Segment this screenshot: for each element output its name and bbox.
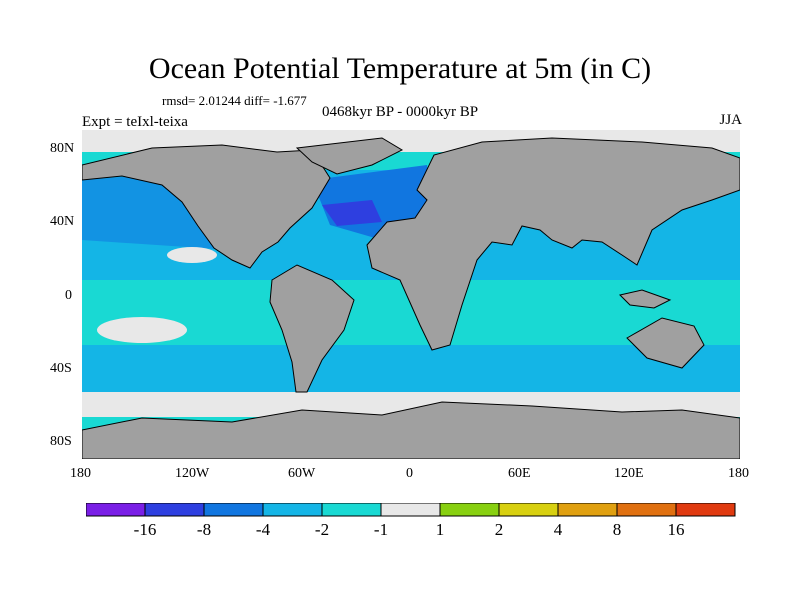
north-atlantic-strong-anomaly xyxy=(322,200,382,226)
colorbar-label: 8 xyxy=(612,520,622,539)
lon-tick-label: 180 xyxy=(728,466,749,481)
colorbar-label: -8 xyxy=(196,520,212,539)
colorbar-boxes xyxy=(86,503,736,517)
land-masses xyxy=(82,137,740,459)
colorbar-box xyxy=(203,503,264,517)
colorbar-label: -4 xyxy=(255,520,271,539)
lat-tick-label: 80N xyxy=(50,141,75,156)
colorbar-label: 1 xyxy=(435,520,445,539)
colorbar-box xyxy=(439,503,500,517)
lon-tick-label: 180 xyxy=(70,466,91,481)
map-svg xyxy=(82,130,740,459)
colorbar-box xyxy=(675,503,736,517)
colorbar-label: -2 xyxy=(314,520,330,539)
colorbar-box xyxy=(86,503,146,517)
lat-tick-label: 40S xyxy=(50,361,72,376)
colorbar-box xyxy=(557,503,618,517)
colorbar-label: -1 xyxy=(373,520,389,539)
greenland xyxy=(295,137,404,175)
lat-tick-label: 80S xyxy=(50,434,72,449)
colorbar-box xyxy=(144,503,205,517)
north-pacific-neutral xyxy=(167,247,217,263)
lon-tick-label: 60W xyxy=(288,466,316,481)
lon-tick-label: 60E xyxy=(508,466,531,481)
season-label: JJA xyxy=(719,112,742,128)
colorbar-label: 4 xyxy=(553,520,563,539)
colorbar-box xyxy=(321,503,382,517)
lon-tick-label: 0 xyxy=(406,466,413,481)
south-pacific-neutral xyxy=(97,317,187,343)
colorbar-box xyxy=(616,503,677,517)
north-america xyxy=(82,144,331,269)
australia xyxy=(626,317,705,369)
map-title: Ocean Potential Temperature at 5m (in C) xyxy=(148,52,652,85)
colorbar-box xyxy=(380,503,441,517)
experiment-label: Expt = teIxl-teixa xyxy=(82,114,188,130)
colorbar-box xyxy=(498,503,559,517)
south-america xyxy=(269,264,355,393)
maritime-continent xyxy=(619,289,672,309)
colorbar-box xyxy=(262,503,323,517)
lon-tick-label: 120E xyxy=(614,466,644,481)
eurasia-africa xyxy=(366,137,740,351)
antarctica xyxy=(82,401,740,459)
colorbar-label: 2 xyxy=(494,520,504,539)
lat-tick-label: 40N xyxy=(50,214,75,229)
colorbar xyxy=(86,503,736,517)
lon-tick-label: 120W xyxy=(175,466,210,481)
map-subtitle: 0468kyr BP - 0000kyr BP xyxy=(322,104,479,120)
world-map xyxy=(82,130,740,459)
stats-text: rmsd= 2.01244 diff= -1.677 xyxy=(162,93,307,108)
ocean-band-south xyxy=(82,345,740,400)
lat-tick-label: 0 xyxy=(65,288,72,303)
colorbar-label: 16 xyxy=(667,520,685,539)
colorbar-label: -16 xyxy=(133,520,157,539)
